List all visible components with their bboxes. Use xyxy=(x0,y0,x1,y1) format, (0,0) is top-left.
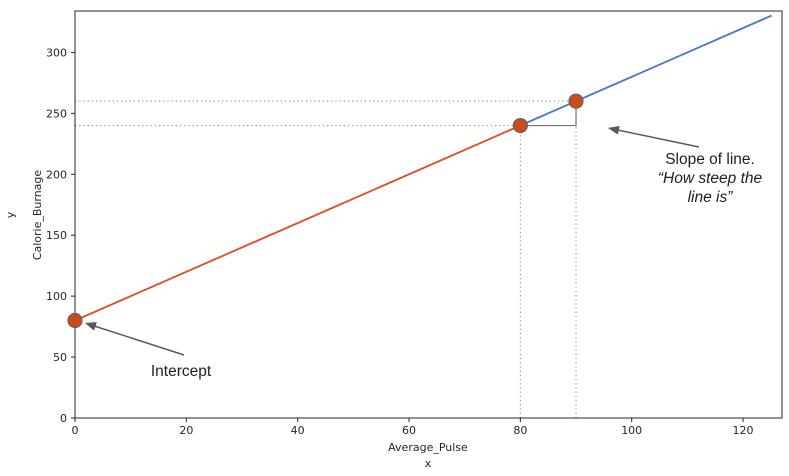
slope-annotation-line1: Slope of line. xyxy=(665,151,755,168)
slope-annotation-text: Slope of line. “How steep the line is” xyxy=(658,151,763,206)
y-tick-label: 150 xyxy=(46,229,67,242)
slope-triangle xyxy=(520,101,577,127)
y-tick-label: 200 xyxy=(46,168,67,181)
y-tick-label: 100 xyxy=(46,290,67,303)
line-segment-right xyxy=(519,14,772,127)
x-tick-label: 60 xyxy=(402,424,416,437)
intercept-annotation-text: Intercept xyxy=(151,363,212,380)
slope-arrow-shaft xyxy=(618,129,700,148)
data-point xyxy=(67,312,83,329)
y-tick-label: 250 xyxy=(46,107,67,120)
intercept-arrow-shaft xyxy=(95,325,185,356)
x-axis-letter: x xyxy=(425,457,432,470)
x-tick-label: 20 xyxy=(179,424,193,437)
data-point xyxy=(512,117,528,134)
x-tick-label: 40 xyxy=(291,424,305,437)
y-axis-label: Calorie_Burnage xyxy=(31,170,44,261)
line-segment-left xyxy=(74,124,522,322)
x-axis-label: Average_Pulse xyxy=(388,441,468,454)
plot-frame xyxy=(74,10,783,419)
y-tick-label: 300 xyxy=(46,46,67,59)
y-axis-letter: y xyxy=(4,211,17,218)
data-point xyxy=(568,93,584,109)
x-tick-label: 80 xyxy=(513,424,527,437)
y-tick-label: 50 xyxy=(53,351,67,364)
plot-area: 0 20 40 60 80 100 120 0 50 100 150 200 250 300 xyxy=(46,10,783,437)
slope-annotation-line2: “How steep the xyxy=(658,170,763,187)
slope-arrow-head xyxy=(608,125,620,135)
intercept-arrow-head xyxy=(85,322,97,331)
x-tick-label: 100 xyxy=(621,424,642,437)
x-tick-label: 0 xyxy=(72,424,79,437)
x-tick-label: 120 xyxy=(733,424,754,437)
slope-annotation-line3: line is” xyxy=(688,189,734,206)
y-tick-label: 0 xyxy=(60,412,67,425)
